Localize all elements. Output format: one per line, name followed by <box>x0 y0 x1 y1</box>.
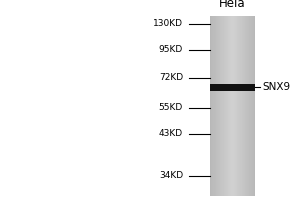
Bar <box>245 16 246 196</box>
Bar <box>232 16 234 196</box>
Bar <box>252 16 253 196</box>
Bar <box>222 16 224 196</box>
Bar <box>242 16 243 196</box>
Bar <box>230 16 231 196</box>
Bar <box>237 16 238 196</box>
Bar <box>216 16 217 196</box>
Bar <box>220 16 221 196</box>
Text: SNX9: SNX9 <box>262 82 291 92</box>
Bar <box>213 16 214 196</box>
Bar <box>239 16 240 196</box>
Bar <box>212 16 213 196</box>
Bar <box>214 16 216 196</box>
Bar <box>253 16 254 196</box>
Bar <box>238 16 239 196</box>
Bar <box>229 16 230 196</box>
Bar <box>227 16 228 196</box>
Bar <box>240 16 242 196</box>
Bar <box>225 16 226 196</box>
Bar <box>219 16 220 196</box>
Text: Hela: Hela <box>219 0 246 10</box>
Bar <box>218 16 219 196</box>
Bar <box>221 16 222 196</box>
Text: 72KD: 72KD <box>159 73 183 82</box>
Bar <box>224 16 225 196</box>
Bar <box>244 16 245 196</box>
Text: 95KD: 95KD <box>159 46 183 54</box>
Bar <box>250 16 252 196</box>
Bar <box>249 16 250 196</box>
Bar <box>210 84 255 90</box>
Bar <box>211 16 212 196</box>
Bar <box>247 16 248 196</box>
Bar <box>234 16 235 196</box>
Bar <box>243 16 244 196</box>
Text: 130KD: 130KD <box>153 20 183 28</box>
Bar <box>228 16 229 196</box>
Bar <box>217 16 218 196</box>
Bar <box>254 16 255 196</box>
Text: 34KD: 34KD <box>159 171 183 180</box>
Text: 55KD: 55KD <box>159 104 183 112</box>
Text: 43KD: 43KD <box>159 130 183 139</box>
Bar <box>246 16 247 196</box>
Bar <box>236 16 237 196</box>
Bar <box>226 16 227 196</box>
Bar <box>231 16 232 196</box>
Bar <box>235 16 236 196</box>
Bar <box>248 16 249 196</box>
Bar <box>210 16 211 196</box>
